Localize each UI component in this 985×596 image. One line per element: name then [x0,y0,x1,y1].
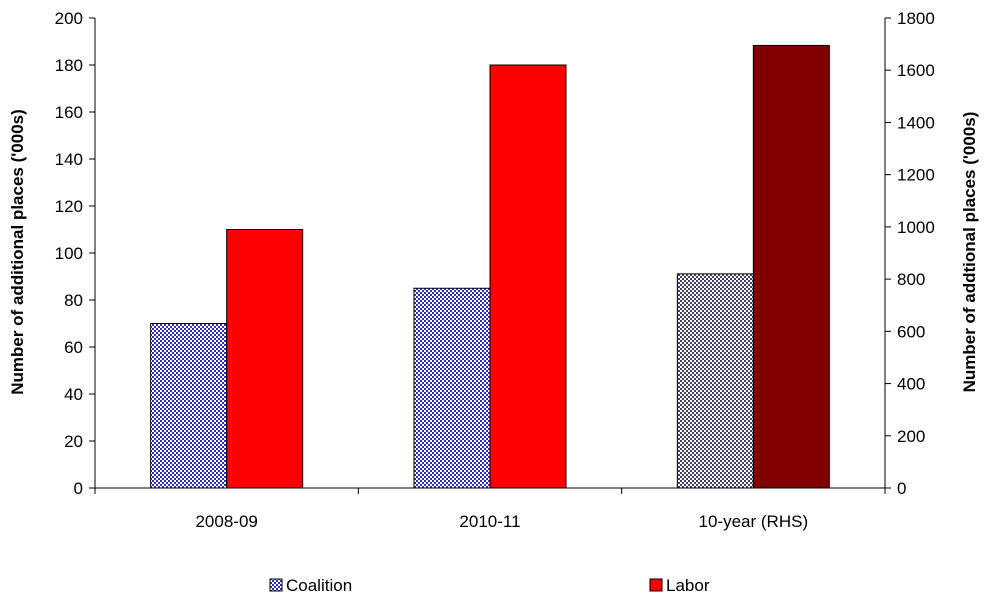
y-tick-right-label: 200 [897,427,925,446]
y-tick-left-label: 20 [64,432,83,451]
y-tick-left-label: 200 [55,9,83,28]
y-tick-right-label: 1400 [897,113,935,132]
y-tick-left-label: 160 [55,103,83,122]
y-tick-left-label: 60 [64,338,83,357]
x-tick-label: 10-year (RHS) [699,512,809,531]
y-tick-right-label: 400 [897,375,925,394]
legend-label-labor: Labor [666,576,710,595]
y-axis-title-left: Number of additional places ('000s) [8,109,27,395]
legend-swatch-labor [649,578,663,592]
bar-coalition-2 [676,273,754,489]
legend-label-coalition: Coalition [286,576,352,595]
y-tick-right-label: 600 [897,322,925,341]
bar-labor-2 [752,44,830,489]
x-tick-label: 2008-09 [195,512,257,531]
y-tick-right-label: 1200 [897,166,935,185]
y-tick-left-label: 40 [64,385,83,404]
y-tick-left-label: 180 [55,56,83,75]
bar-labor-0 [226,229,304,489]
y-tick-right-label: 1800 [897,9,935,28]
y-tick-left-label: 80 [64,291,83,310]
y-axis-title-right: Number of addtional places ('000s) [960,112,979,393]
bar-labor-1 [489,64,567,489]
y-tick-left-label: 140 [55,150,83,169]
y-tick-left-label: 120 [55,197,83,216]
y-tick-left-label: 0 [74,479,83,498]
y-tick-right-label: 800 [897,270,925,289]
bar-coalition-1 [413,287,491,489]
legend-swatch-coalition [269,578,283,592]
y-tick-right-label: 0 [897,479,906,498]
y-tick-left-label: 100 [55,244,83,263]
y-tick-right-label: 1000 [897,218,935,237]
bar-coalition-0 [150,323,228,489]
x-tick-label: 2010-11 [459,512,520,531]
y-tick-right-label: 1600 [897,61,935,80]
